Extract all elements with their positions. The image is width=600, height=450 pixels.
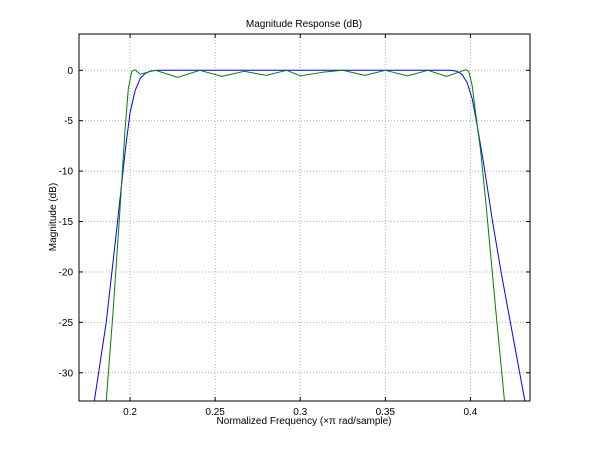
chart-title: Magnitude Response (dB) xyxy=(246,19,362,30)
plot-area xyxy=(79,34,530,401)
x-axis-label: Normalized Frequency (×π rad/sample) xyxy=(216,416,391,427)
y-tick-label: -15 xyxy=(59,217,74,228)
series-line-2 xyxy=(105,69,505,402)
x-tick-label: 0.35 xyxy=(376,407,396,418)
y-tick-label: -20 xyxy=(59,267,74,278)
y-axis-label: Magnitude (dB) xyxy=(48,183,59,251)
ticks: 0.2 0.25 0.3 0.35 0.4 0 -5 -10 -15 -20 -25 -30 xyxy=(59,34,530,418)
y-tick-label: -25 xyxy=(59,318,74,329)
x-tick-label: 0.25 xyxy=(205,407,225,418)
x-tick-label: 0.3 xyxy=(293,407,307,418)
x-tick-label: 0.4 xyxy=(463,407,477,418)
plot-frame xyxy=(78,33,531,402)
y-tick-label: -30 xyxy=(59,368,74,379)
y-tick-label: -5 xyxy=(64,116,73,127)
x-tick-label: 0.2 xyxy=(123,407,137,418)
y-tick-label: -10 xyxy=(59,167,74,178)
y-tick-label: 0 xyxy=(67,66,73,77)
series-group xyxy=(93,69,526,402)
